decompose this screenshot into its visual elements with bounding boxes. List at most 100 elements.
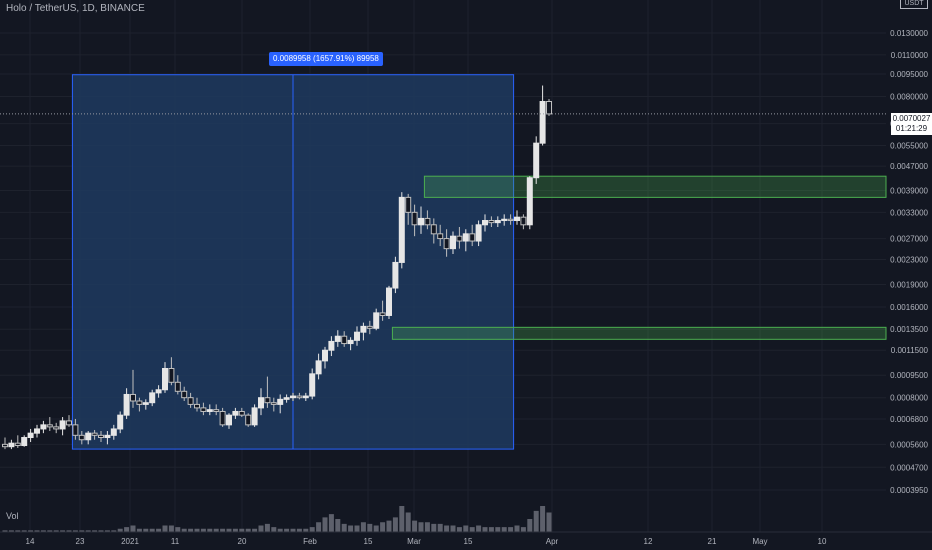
candle-body — [91, 432, 98, 436]
volume-bar — [412, 520, 418, 532]
candle-body — [34, 428, 40, 434]
candle-body — [162, 368, 168, 391]
volume-bar — [514, 525, 520, 532]
time-axis[interactable]: 14 23 2021 11 20 Feb 15 Mar 15 Apr 12 21 May 10 — [0, 531, 932, 546]
volume-bar — [284, 528, 290, 532]
candle-body — [85, 432, 92, 441]
candle-body — [14, 442, 21, 447]
volume-bar — [21, 530, 27, 532]
volume-bar — [8, 530, 14, 532]
volume-bar — [354, 525, 360, 532]
price-tick-label: 0.0003950 — [890, 486, 928, 495]
volume-bar — [296, 528, 302, 532]
volume-bar — [418, 522, 424, 532]
price-axis[interactable]: 0.0130000 0.0110000 0.0095000 0.0080000 0.00… — [890, 29, 928, 495]
price-tick-label: 0.0006800 — [890, 415, 928, 424]
candle-body — [40, 424, 47, 430]
volume-bar — [424, 522, 430, 532]
price-tick-label: 0.0019000 — [890, 281, 928, 290]
volume-bar — [290, 528, 296, 532]
candle-body — [482, 220, 488, 226]
volume-bar — [117, 528, 123, 532]
candle-body — [174, 381, 181, 392]
candle-body — [290, 395, 296, 399]
volume-bar — [482, 527, 488, 532]
price-tick-label: 0.0130000 — [890, 29, 928, 38]
currency-label[interactable]: USDT — [900, 0, 928, 9]
volume-label: Vol — [6, 511, 19, 521]
volume-bar — [85, 530, 91, 532]
candle-body — [270, 402, 277, 405]
volume-bar — [252, 528, 258, 532]
price-tick-label: 0.0039000 — [890, 186, 928, 195]
candle-body — [296, 395, 303, 399]
measure-label: 0.0089958 (1657.91%) 89958 — [269, 52, 383, 66]
volume-bar — [335, 519, 341, 532]
candle-body — [373, 312, 380, 329]
symbol-title[interactable]: Holo / TetherUS, 1D, BINANCE — [6, 3, 145, 14]
price-tick-label: 0.0016000 — [890, 303, 928, 312]
volume-bar — [232, 528, 238, 532]
price-tick-label: 0.0009500 — [890, 371, 928, 380]
volume-bar — [124, 527, 130, 532]
countdown-timer: 01:21:29 — [895, 124, 928, 133]
volume-bar — [40, 530, 46, 532]
volume-bar — [47, 530, 53, 532]
candle-body — [501, 218, 508, 222]
volume-bar — [136, 528, 142, 532]
volume-bar — [501, 527, 507, 532]
volume-bar — [200, 528, 206, 532]
volume-bar — [380, 522, 386, 532]
volume-bar — [399, 506, 405, 532]
volume-bar — [527, 519, 533, 532]
time-tick-label: 20 — [238, 537, 247, 546]
volume-bar — [92, 530, 98, 532]
volume-bar — [60, 530, 66, 532]
support-zone — [423, 175, 887, 198]
volume-bar — [79, 530, 85, 532]
volume-bar — [405, 512, 411, 532]
volume-bar — [194, 528, 200, 532]
volume-bar — [258, 525, 264, 532]
candle-body — [533, 142, 540, 179]
volume-bar — [130, 525, 136, 532]
candle-body — [46, 424, 53, 428]
measure-range-tool — [71, 74, 515, 450]
volume-bar — [213, 528, 219, 532]
volume-bar — [72, 530, 78, 532]
volume-bar — [495, 527, 501, 532]
volume-bar — [508, 527, 514, 532]
volume-bar — [533, 510, 539, 532]
candle-body — [283, 397, 290, 400]
volume-bar — [2, 530, 8, 532]
candlesticks — [2, 85, 552, 450]
last-price-value: 0.0070027 — [892, 114, 931, 123]
candle-body — [309, 373, 316, 397]
candle-body — [322, 349, 328, 362]
candle-body — [110, 428, 117, 436]
candle-body — [392, 261, 399, 289]
volume-bar — [271, 527, 277, 532]
volume-bar — [373, 525, 379, 532]
volume-bar — [444, 525, 450, 532]
volume-bar — [309, 527, 315, 532]
volume-bar — [392, 517, 398, 532]
candle-body — [258, 397, 264, 409]
candle-body — [379, 312, 386, 316]
candle-body — [136, 400, 143, 405]
candle-body — [488, 220, 495, 224]
candle-body — [219, 410, 226, 426]
candle-body — [168, 368, 175, 383]
candle-body — [328, 340, 335, 351]
volume-bar — [476, 525, 482, 532]
volume-bar — [104, 530, 110, 532]
volume-bar — [348, 525, 354, 532]
volume-bar — [322, 517, 328, 532]
candle-body — [354, 331, 360, 341]
time-tick-label: 12 — [644, 537, 653, 546]
candle-body — [78, 434, 85, 441]
candle-body — [334, 335, 341, 342]
candle-body — [123, 393, 130, 416]
price-tick-label: 0.0047000 — [890, 162, 928, 171]
